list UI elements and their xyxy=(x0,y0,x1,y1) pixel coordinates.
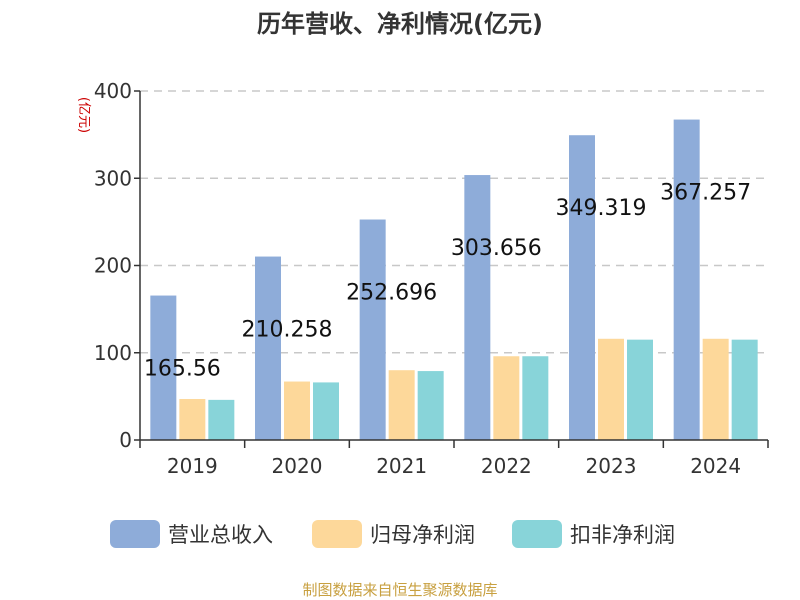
x-tick-label: 2022 xyxy=(481,454,532,478)
data-label: 210.258 xyxy=(242,318,333,343)
data-label: 252.696 xyxy=(346,281,437,306)
bar-parent-net-profit xyxy=(179,398,206,440)
bar-revenue xyxy=(150,295,177,440)
bar-revenue xyxy=(673,119,700,440)
legend-label: 营业总收入 xyxy=(168,523,273,547)
bar-parent-net-profit xyxy=(493,356,520,440)
x-tick-label: 2020 xyxy=(272,454,323,478)
y-tick-label: 100 xyxy=(94,341,132,365)
data-labels: 165.56 210.258 252.696 303.656 349.319 367.25… xyxy=(144,181,751,382)
y-tick-label: 0 xyxy=(119,428,132,452)
bar-parent-net-profit xyxy=(598,338,624,440)
data-label: 165.56 xyxy=(144,357,221,382)
bar-deducted-net-profit xyxy=(313,382,339,440)
bars xyxy=(150,119,758,441)
y-axis-unit-label: (亿元) xyxy=(76,97,91,133)
bar-revenue xyxy=(255,256,281,440)
x-tick-label: 2023 xyxy=(586,454,637,478)
gridlines xyxy=(140,90,768,354)
bar-parent-net-profit xyxy=(388,370,415,440)
legend-label: 归母净利润 xyxy=(370,523,475,547)
data-label: 367.257 xyxy=(660,181,751,206)
data-source-note: 制图数据来自恒生聚源数据库 xyxy=(302,581,497,599)
bar-parent-net-profit xyxy=(284,381,310,440)
data-label: 349.319 xyxy=(556,196,647,221)
bar-revenue xyxy=(569,135,595,440)
x-tick-label: 2019 xyxy=(167,454,218,478)
bar-deducted-net-profit xyxy=(731,339,758,440)
bar-deducted-net-profit xyxy=(627,339,653,440)
bar-revenue xyxy=(464,175,491,441)
legend-swatch xyxy=(110,520,160,548)
x-tick-label: 2021 xyxy=(376,454,427,478)
bar-deducted-net-profit xyxy=(417,371,444,440)
legend-swatch xyxy=(512,520,562,548)
y-tick-label: 200 xyxy=(94,254,132,278)
x-tick-label: 2024 xyxy=(690,454,741,478)
legend-label: 扣非净利润 xyxy=(570,523,675,547)
y-tick-label: 400 xyxy=(94,79,132,103)
bar-revenue xyxy=(359,219,386,440)
legend: 营业总收入 归母净利润 扣非净利润 xyxy=(110,520,675,548)
data-label: 303.656 xyxy=(451,236,542,261)
bar-deducted-net-profit xyxy=(522,356,549,440)
y-tick-label: 300 xyxy=(94,166,132,190)
chart-title: 历年营收、净利情况(亿元) xyxy=(257,10,543,38)
legend-swatch xyxy=(312,520,362,548)
axes: 0 100 200 300 400 2019 2020 2021 2022 2023 2024 xyxy=(94,79,769,478)
bar-parent-net-profit xyxy=(702,338,729,440)
bar-deducted-net-profit xyxy=(208,399,235,440)
